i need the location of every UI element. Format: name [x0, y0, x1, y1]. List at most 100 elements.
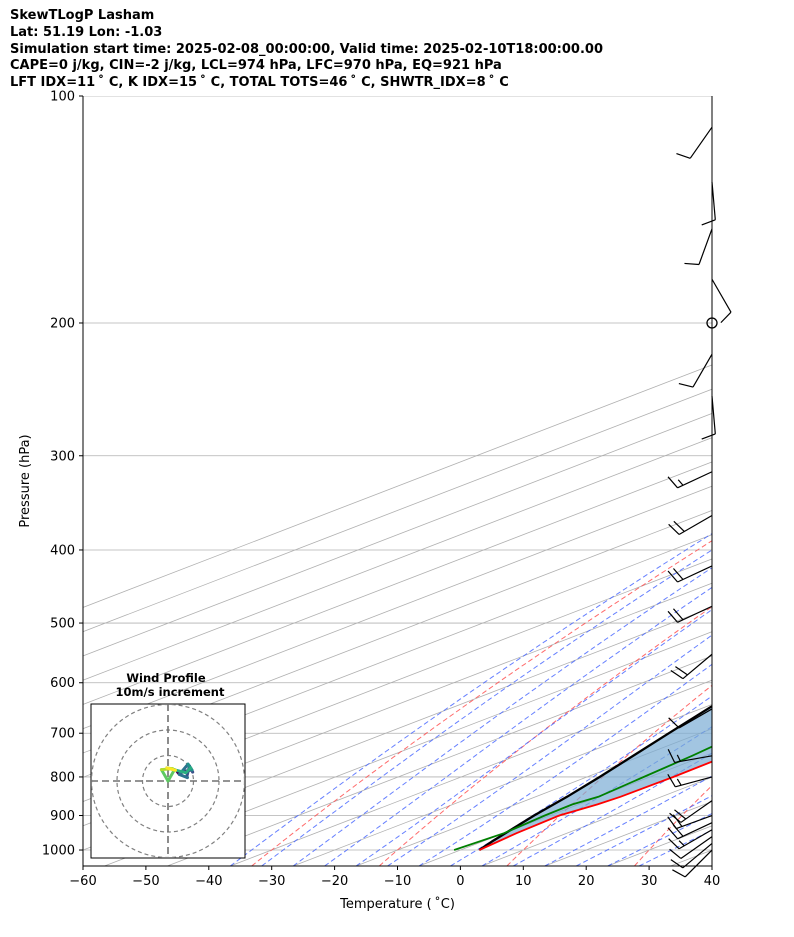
isotherm-line: [293, 704, 712, 866]
wind-barb: [670, 653, 713, 680]
dry-adiabat: [378, 605, 712, 866]
x-tick-label: −50: [132, 874, 159, 889]
x-tick-label: −20: [321, 874, 348, 889]
moist-adiabat: [575, 795, 712, 866]
isotherm-line: [104, 631, 712, 866]
isotherm-line: [83, 388, 712, 633]
barb-staff: [680, 836, 713, 859]
barb-flag-full: [667, 610, 679, 623]
moist-adiabat: [481, 726, 712, 866]
y-tick-label: 100: [50, 90, 75, 105]
location-line: Lat: 51.19 Lon: -1.03: [10, 24, 163, 40]
barb-flag-half: [678, 840, 685, 847]
y-tick-label: 300: [50, 449, 75, 464]
y-tick-label: 400: [50, 543, 75, 558]
barb-flag-full: [670, 859, 684, 869]
y-tick-label: 1000: [42, 844, 75, 859]
barb-flag-full: [701, 433, 716, 440]
barb-staff: [678, 829, 713, 850]
barb-staff: [682, 653, 713, 680]
hodograph-title: Wind Profile: [126, 671, 206, 685]
barb-staff: [698, 228, 713, 265]
wind-barb: [670, 842, 713, 869]
wind-barb: [667, 605, 713, 623]
barb-flag-half: [676, 778, 682, 786]
hodograph-segment: [165, 766, 178, 772]
isotherm-line: [83, 461, 712, 705]
isotherm-line: [83, 437, 712, 681]
barb-flag-full: [668, 523, 680, 535]
dewpoint-line: [453, 745, 712, 851]
moist-adiabat: [355, 609, 712, 866]
parameters-line: CAPE=0 j/kg, CIN=-2 j/kg, LCL=974 hPa, L…: [10, 58, 502, 74]
barb-staff: [678, 708, 713, 729]
barb-flag-full: [678, 382, 694, 388]
barb-flag-full: [674, 809, 687, 820]
x-tick-label: −40: [195, 874, 222, 889]
y-tick-label: 200: [50, 316, 75, 331]
wind-barb: [668, 708, 713, 729]
x-tick-label: 20: [578, 874, 595, 889]
barb-flag-full: [673, 608, 684, 621]
x-tick-label: 40: [704, 874, 721, 889]
moist-adiabat: [544, 775, 712, 866]
y-tick-label: 900: [50, 809, 75, 824]
barb-flag-full: [673, 520, 685, 532]
wind-barbs: [667, 126, 732, 878]
barb-flag-full: [720, 311, 732, 324]
wind-barb: [667, 749, 713, 764]
x-tick-label: −10: [384, 874, 411, 889]
barb-staff: [677, 471, 713, 489]
calm-wind-circle: [706, 317, 718, 329]
y-tick-label: 800: [50, 770, 75, 785]
moist-adiabat: [387, 634, 712, 866]
moist-adiabat: [261, 549, 712, 866]
wind-barb: [701, 181, 716, 226]
isotherm-line: [83, 364, 712, 608]
wind-barb: [684, 228, 713, 266]
moist-adiabat: [229, 532, 712, 866]
wind-barb: [669, 836, 713, 859]
barb-flag-full: [670, 670, 684, 680]
barb-staff: [689, 126, 713, 159]
barb-staff: [711, 181, 716, 220]
barb-flag-full: [667, 476, 679, 489]
y-axis-label: Pressure (hPa): [18, 434, 33, 527]
barb-staff: [682, 842, 713, 869]
wind-barb: [701, 396, 716, 440]
x-axis-label: Temperature ( ˚C): [339, 896, 455, 912]
x-tick-label: 0: [456, 874, 464, 889]
barb-flag-full: [676, 153, 691, 159]
wind-barb: [667, 773, 713, 788]
moist-adiabat: [292, 567, 712, 866]
barb-staff: [680, 800, 713, 823]
x-tick-label: 30: [641, 874, 658, 889]
dry-adiabat: [634, 784, 712, 866]
wind-barb: [667, 471, 713, 489]
barb-staff: [711, 396, 716, 434]
wind-barb: [678, 353, 713, 388]
chart-title: SkewTLogP Lasham: [10, 8, 155, 23]
barb-staff: [678, 514, 713, 535]
isotherm-line: [230, 679, 712, 866]
y-tick-label: 600: [50, 676, 75, 691]
data-layer: [453, 704, 712, 851]
wind-barb: [667, 565, 713, 583]
wind-barb: [668, 514, 713, 535]
barb-flag-full: [672, 869, 686, 878]
x-tick-label: −30: [258, 874, 285, 889]
time-line: Simulation start time: 2025-02-08_00:00:…: [10, 41, 603, 57]
wind-barb: [676, 126, 713, 159]
moist-adiabat: [418, 663, 712, 866]
y-tick-label: 700: [50, 727, 75, 742]
barb-staff: [674, 755, 713, 764]
barb-flag-full: [667, 827, 679, 840]
dry-adiabat: [251, 540, 712, 866]
barb-flag-full: [701, 219, 716, 226]
barb-staff: [692, 353, 713, 388]
barb-flag-full: [668, 717, 680, 729]
barb-staff: [711, 278, 732, 313]
